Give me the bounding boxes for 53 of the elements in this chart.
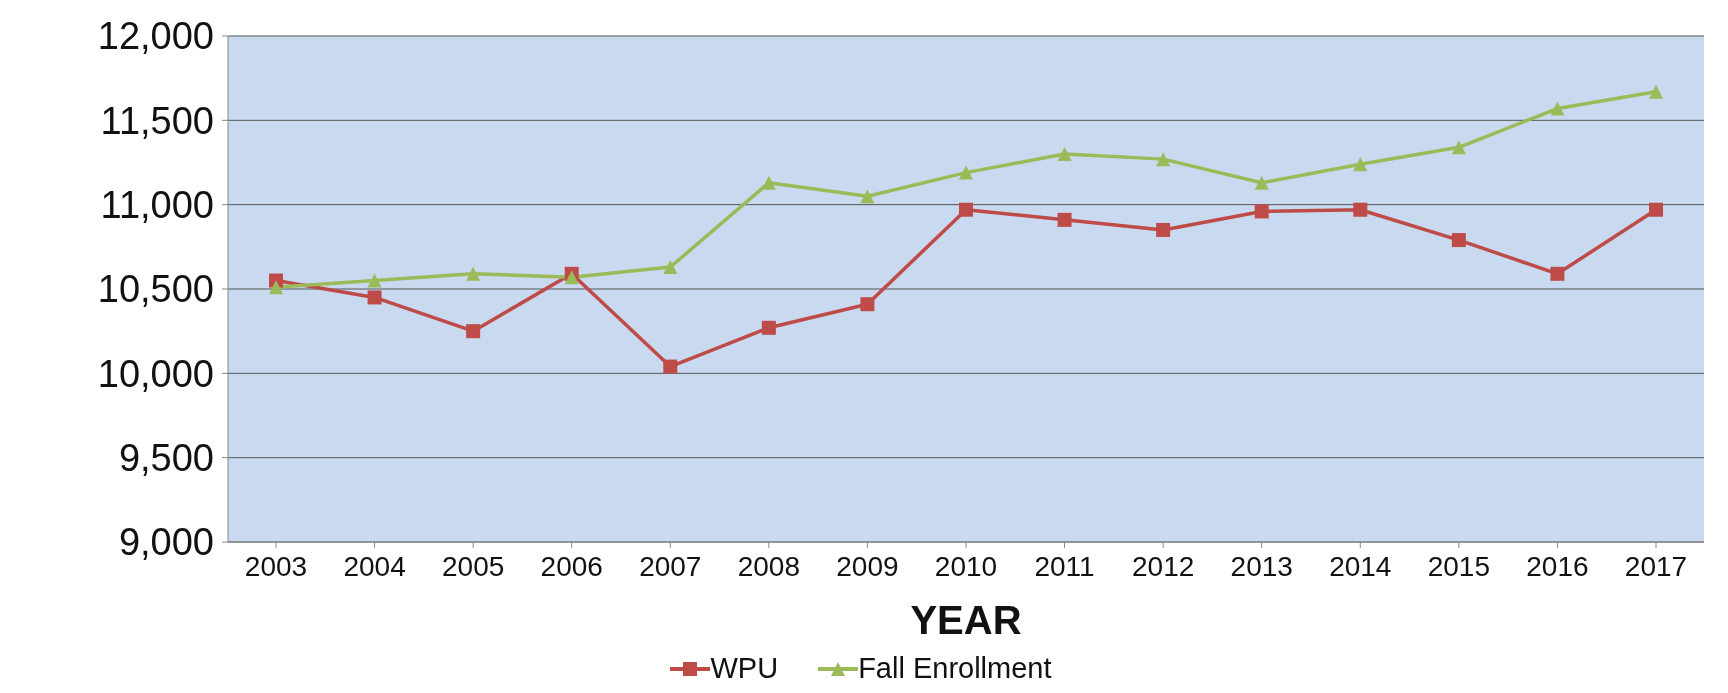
point [1451, 233, 1466, 248]
point [1156, 222, 1171, 237]
y-tick-label: 10,500 [97, 268, 214, 311]
point [564, 270, 579, 285]
x-axis-title: YEAR [910, 598, 1022, 642]
x-tick-label: 2007 [639, 550, 702, 582]
point [1649, 202, 1663, 217]
point [860, 297, 875, 312]
x-tick-label: 2017 [1624, 550, 1688, 582]
y-tick-label: 11,500 [100, 99, 214, 142]
x-tick-label: 2005 [441, 550, 505, 582]
point [466, 266, 481, 281]
point [269, 280, 283, 295]
point [367, 290, 382, 305]
point [1353, 157, 1368, 172]
x-tick-label: 2014 [1329, 550, 1392, 582]
point [959, 165, 973, 180]
x-tick-label: 2012 [1131, 550, 1195, 582]
x-tick-label: 2011 [1034, 550, 1095, 582]
y-tick-label: 12,000 [97, 15, 214, 58]
point [761, 175, 776, 190]
point [1550, 266, 1565, 281]
point [1451, 140, 1466, 155]
point [761, 320, 776, 335]
x-tick-label: 2015 [1427, 550, 1491, 582]
legend-label: Fall Enrollment [857, 652, 1052, 685]
x-tick-label: 2010 [934, 550, 998, 582]
x-tick-label: 2009 [836, 550, 899, 582]
point [959, 202, 973, 217]
y-tick-label: 11,000 [100, 184, 214, 227]
y-tick-label: 9,500 [118, 437, 214, 480]
x-tick-label: 2016 [1526, 550, 1589, 582]
legend-label: WPU [709, 652, 779, 685]
point [1649, 84, 1663, 99]
point [466, 324, 481, 339]
point [1156, 152, 1171, 167]
x-tick-label: 2003 [244, 550, 308, 582]
x-tick-label: 2008 [737, 550, 801, 582]
point [367, 273, 382, 288]
point [1057, 212, 1072, 227]
point [1057, 147, 1072, 162]
x-tick-label: 2006 [540, 550, 603, 582]
x-tick-label: 2004 [343, 550, 406, 582]
point [663, 359, 678, 374]
y-tick-label: 10,000 [97, 352, 214, 395]
point [1550, 101, 1565, 116]
point [1254, 175, 1269, 190]
point [1254, 204, 1269, 219]
x-tick-label: 2013 [1230, 550, 1293, 582]
point [860, 189, 875, 204]
point [1353, 202, 1368, 217]
point [663, 260, 678, 275]
y-tick-label: 9,000 [118, 521, 214, 564]
